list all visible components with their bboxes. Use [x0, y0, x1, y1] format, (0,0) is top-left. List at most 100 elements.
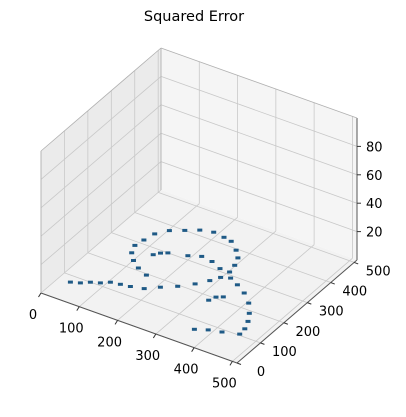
surface-patch: [219, 330, 225, 334]
surface-patch: [87, 280, 93, 284]
grid-line-x: [193, 244, 315, 348]
surface-patch: [227, 270, 233, 274]
surface-patch: [141, 287, 147, 291]
surface-patch: [143, 273, 149, 277]
surface-patch: [77, 281, 83, 285]
surface-patch: [221, 235, 227, 239]
surface-patch: [233, 248, 239, 252]
grid-line-y: [134, 212, 331, 283]
surface-patch: [117, 282, 123, 286]
surface-patch: [234, 283, 240, 287]
grid-line-z: [40, 104, 162, 209]
surface-patch: [232, 263, 238, 267]
surface-patch: [211, 230, 217, 234]
grid-line-z: [160, 161, 358, 232]
surface-patch: [158, 251, 163, 255]
grid-line-y: [111, 232, 308, 304]
grid-line-z: [160, 132, 358, 204]
y-tick-mark: [283, 322, 289, 325]
surface-patch: [127, 285, 133, 288]
y-tick-mark: [307, 302, 312, 305]
surface-patch: [132, 243, 138, 247]
grid-line-x: [155, 230, 277, 335]
y-tick-label: 100: [272, 345, 297, 360]
y-axis-line: [236, 259, 358, 364]
z-tick-label: 80: [366, 140, 383, 155]
surface-patch: [129, 251, 135, 255]
surface-patch: [237, 332, 243, 336]
x-tick-label: 0: [29, 308, 37, 323]
surface-patch: [235, 256, 241, 260]
surface-patch: [97, 281, 103, 285]
grid-line-z: [160, 104, 358, 176]
x-tick-mark: [229, 361, 233, 366]
chart-title: Squared Error: [144, 9, 244, 25]
grid-line-x: [40, 189, 162, 294]
y-tick-label: 0: [257, 365, 265, 380]
y-tick-mark: [236, 362, 242, 365]
y-tick-label: 300: [319, 305, 344, 320]
axis-edges: [40, 47, 358, 364]
surface-patch: [197, 228, 203, 232]
grid-line-z: [40, 132, 162, 237]
pane-edge: [40, 47, 162, 152]
surface-patch: [150, 253, 156, 257]
surface-patch: [207, 279, 213, 283]
grid-line-x: [232, 258, 353, 362]
surface-patch: [175, 284, 181, 288]
surface-patch: [182, 228, 188, 232]
surface-patch: [131, 259, 136, 262]
surface-patch: [246, 311, 252, 315]
z-tick-label: 60: [366, 169, 383, 184]
z-tick-label: 40: [366, 197, 383, 212]
x-tick-mark: [38, 292, 42, 298]
grid-line-y: [158, 192, 355, 263]
grid-lines: [40, 48, 358, 364]
grid-line-z: [40, 76, 162, 180]
tick-labels: 0 100 200 300 400 500 0 100 200 300 400 500 20 40 60 80: [29, 140, 391, 391]
surface-patch: [213, 295, 219, 299]
grid-line-x: [79, 203, 200, 307]
x-tick-mark: [152, 333, 157, 339]
pane-edge: [160, 47, 358, 119]
surface-patch: [220, 295, 226, 299]
x-tick-label: 200: [97, 335, 122, 350]
surface-patch: [245, 319, 251, 323]
surface-patch: [67, 280, 73, 284]
surface-patch: [135, 266, 141, 270]
grid-line-x: [117, 217, 238, 321]
surface-patch: [141, 238, 147, 242]
surface-patch: [241, 291, 247, 295]
z-tick-label: 20: [366, 226, 383, 241]
surface-patch: [228, 239, 234, 243]
y-tick-label: 400: [342, 285, 367, 300]
grid-line-y: [64, 272, 261, 344]
surface-patch: [199, 254, 205, 258]
surface-marks: [67, 228, 252, 336]
surface-patch: [242, 327, 248, 331]
y-tick-label: 500: [366, 264, 391, 279]
floor-pane: [41, 190, 357, 363]
left-pane: [41, 48, 161, 293]
y-tick-mark: [330, 282, 335, 285]
surface-patch: [218, 275, 224, 279]
axes-panes: [41, 48, 357, 363]
x-tick-mark: [76, 306, 80, 311]
surface-patch: [206, 298, 212, 302]
y-tick-label: 200: [295, 325, 320, 340]
surface-patch: [191, 327, 197, 331]
surface-patch: [246, 301, 252, 305]
x-tick-label: 400: [174, 363, 199, 378]
back-pane: [161, 48, 357, 260]
surface-patch: [185, 254, 191, 258]
x-tick-mark: [191, 347, 195, 352]
y-tick-mark: [260, 342, 265, 345]
surface-patch: [107, 280, 113, 284]
surface-patch: [217, 267, 223, 271]
x-tick-label: 100: [59, 322, 84, 337]
x-tick-mark: [114, 320, 118, 325]
surface-patch: [165, 251, 171, 255]
surface-patch: [166, 229, 172, 233]
x-tick-label: 500: [212, 376, 237, 391]
